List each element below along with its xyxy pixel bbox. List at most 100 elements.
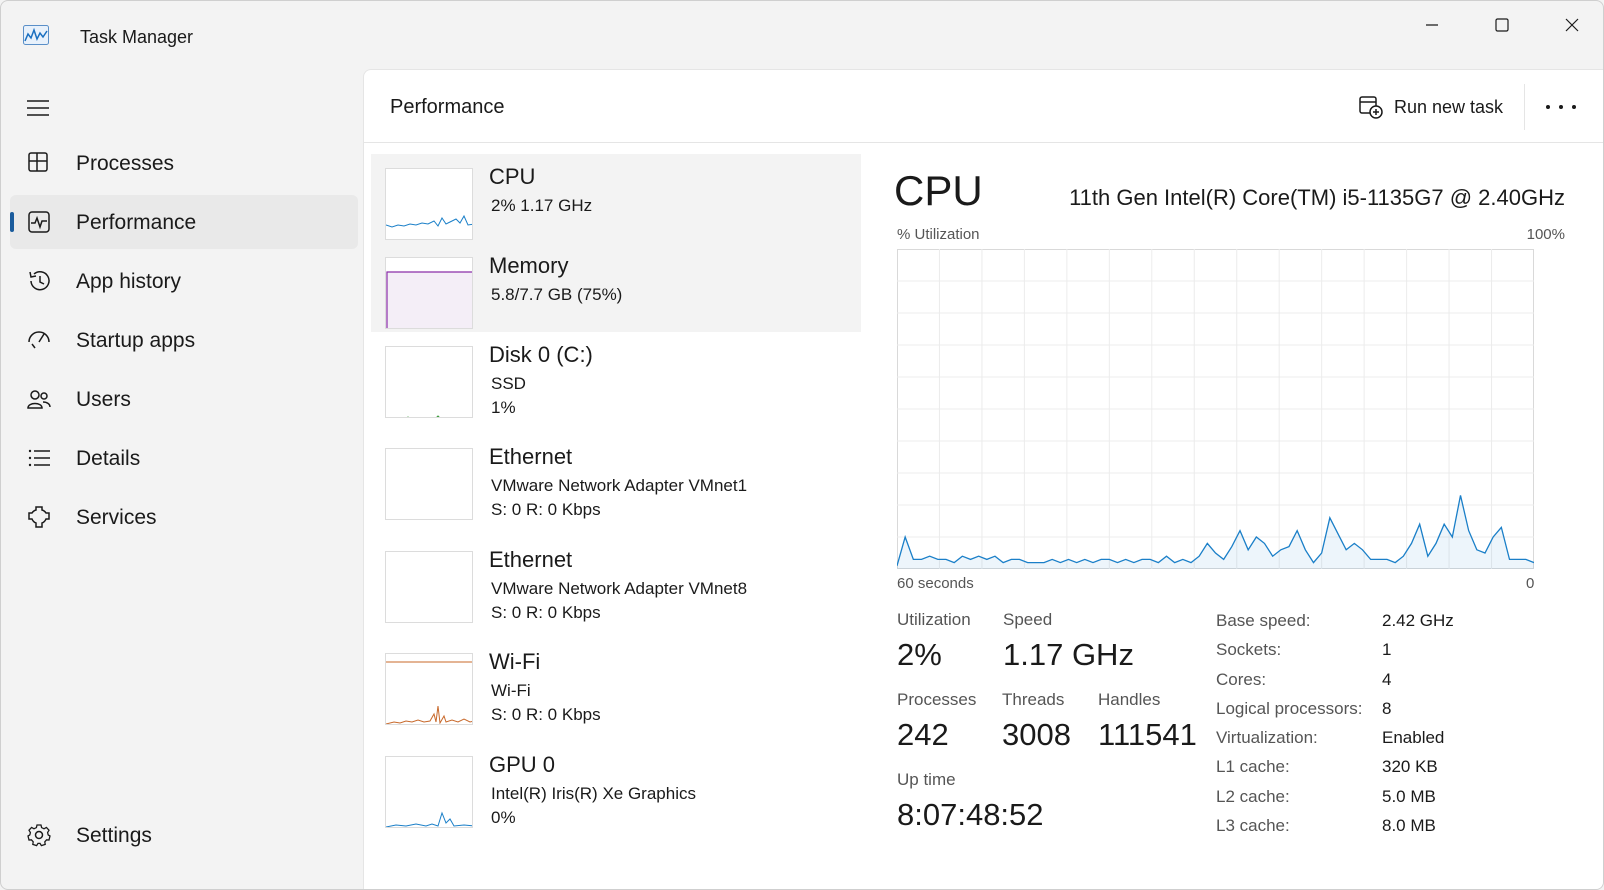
spec-label: Logical processors: [1216, 699, 1363, 718]
details-icon [28, 449, 50, 467]
utilization-area [897, 495, 1534, 569]
device-name: Memory [489, 253, 569, 278]
device-detail: Intel(R) Iris(R) Xe Graphics [491, 784, 696, 803]
hamburger-menu-icon[interactable] [25, 97, 51, 119]
sidebar-item-label: Performance [76, 211, 197, 234]
maximize-button[interactable] [1479, 9, 1525, 41]
spec-value: 320 KB [1382, 757, 1438, 776]
utilization-axis-label: % Utilization [897, 226, 980, 243]
spec-label: L3 cache: [1216, 816, 1290, 835]
device-item-ethernet-vmnet1[interactable]: Ethernet VMware Network Adapter VMnet1 S… [371, 434, 861, 534]
spec-label: Base speed: [1216, 611, 1311, 630]
ethernet-thumbnail-graph [385, 551, 473, 623]
device-name: Disk 0 (C:) [489, 342, 593, 367]
spec-label: L1 cache: [1216, 757, 1290, 776]
sidebar-item-label: Settings [76, 824, 152, 847]
detail-title: CPU [894, 167, 983, 214]
disk-thumbnail-graph [385, 346, 473, 418]
device-item-disk[interactable]: Disk 0 (C:) SSD 1% [371, 332, 861, 432]
device-detail-2: 0% [491, 808, 516, 827]
device-detail: SSD [491, 374, 526, 393]
uptime-label: Up time [897, 770, 956, 789]
minimize-button[interactable] [1409, 9, 1455, 41]
device-item-cpu[interactable]: CPU 2% 1.17 GHz [371, 154, 861, 243]
more-dot [1572, 105, 1576, 109]
sidebar-item-startup-apps[interactable]: Startup apps [10, 313, 358, 367]
spec-label: L2 cache: [1216, 787, 1290, 806]
sidebar-item-label: Services [76, 506, 157, 529]
spec-value: 5.0 MB [1382, 787, 1436, 806]
sidebar-item-processes[interactable]: Processes [10, 136, 358, 190]
device-detail: Wi-Fi [491, 681, 531, 700]
more-dot [1559, 105, 1563, 109]
device-name: GPU 0 [489, 752, 556, 777]
startup-apps-icon [28, 331, 50, 349]
processes-icon [28, 152, 48, 172]
title-bar: Task Manager [1, 1, 1603, 69]
maximize-icon [1495, 18, 1509, 32]
sidebar-item-label: Startup apps [76, 329, 196, 352]
sidebar-item-label: Details [76, 447, 141, 470]
close-button[interactable] [1549, 9, 1595, 41]
processes-label: Processes [897, 690, 977, 709]
sidebar-item-app-history[interactable]: App history [10, 254, 358, 308]
main-panel: Performance Run new task [363, 69, 1603, 889]
cpu-utilization-graph [897, 249, 1534, 569]
app-history-icon [29, 270, 50, 291]
utilization-axis-max: 100% [1526, 226, 1565, 243]
device-item-wifi[interactable]: Wi-Fi Wi-Fi S: 0 R: 0 Kbps [371, 639, 861, 739]
utilization-line [897, 495, 1534, 566]
cpu-model: 11th Gen Intel(R) Core(TM) i5-1135G7 @ 2… [1069, 185, 1565, 210]
gpu-thumbnail-graph [385, 756, 473, 828]
more-dot [1546, 105, 1550, 109]
more-options-button[interactable] [1546, 96, 1576, 118]
sidebar-item-performance[interactable]: Performance [10, 195, 358, 249]
sidebar-item-label: App history [76, 270, 182, 293]
services-icon [28, 506, 50, 528]
sidebar: Processes Performance App history [1, 69, 363, 889]
device-name: Ethernet [489, 444, 573, 469]
run-new-task-label: Run new task [1394, 96, 1504, 117]
cpu-thumbnail-graph [385, 168, 473, 240]
app-title: Task Manager [80, 27, 194, 47]
threads-value: 3008 [1002, 717, 1071, 752]
device-detail: VMware Network Adapter VMnet1 [491, 476, 748, 495]
device-detail-2: S: 0 R: 0 Kbps [491, 603, 601, 622]
minimize-icon [1426, 24, 1438, 26]
main-header: Performance Run new task [364, 70, 1603, 143]
sidebar-item-details[interactable]: Details [10, 431, 358, 485]
device-item-memory[interactable]: Memory 5.8/7.7 GB (75%) [371, 243, 861, 332]
run-task-icon [1359, 96, 1383, 119]
memory-thumbnail-graph [385, 257, 473, 329]
users-icon [27, 390, 51, 409]
device-detail: VMware Network Adapter VMnet8 [491, 579, 748, 598]
sidebar-item-users[interactable]: Users [10, 372, 358, 426]
sidebar-item-services[interactable]: Services [10, 490, 358, 544]
task-manager-icon [23, 25, 49, 45]
device-name: CPU [489, 164, 536, 189]
device-item-ethernet-vmnet8[interactable]: Ethernet VMware Network Adapter VMnet8 S… [371, 537, 861, 637]
spec-value: Enabled [1382, 728, 1445, 747]
threads-label: Threads [1002, 690, 1065, 709]
performance-icon [28, 211, 50, 233]
speed-value: 1.17 GHz [1003, 637, 1134, 672]
spec-value: 4 [1382, 670, 1392, 689]
gear-icon [27, 824, 51, 847]
device-item-gpu[interactable]: GPU 0 Intel(R) Iris(R) Xe Graphics 0% [371, 742, 861, 842]
handles-value: 111541 [1098, 717, 1197, 752]
device-name: Wi-Fi [489, 649, 541, 674]
sidebar-item-label: Users [76, 388, 131, 411]
device-detail-2: S: 0 R: 0 Kbps [491, 705, 601, 724]
spec-value: 8 [1382, 699, 1392, 718]
time-axis-end: 0 [1526, 575, 1535, 592]
ethernet-thumbnail-graph [385, 448, 473, 520]
header-divider [1524, 84, 1525, 130]
active-indicator [10, 212, 14, 232]
device-name: Ethernet [489, 547, 573, 572]
sidebar-item-label: Processes [76, 152, 175, 175]
page-title: Performance [390, 96, 505, 118]
sidebar-item-settings[interactable]: Settings [10, 808, 358, 862]
close-icon [1565, 18, 1579, 32]
wifi-thumbnail-graph [385, 653, 473, 725]
run-new-task-button[interactable]: Run new task [1358, 92, 1503, 122]
